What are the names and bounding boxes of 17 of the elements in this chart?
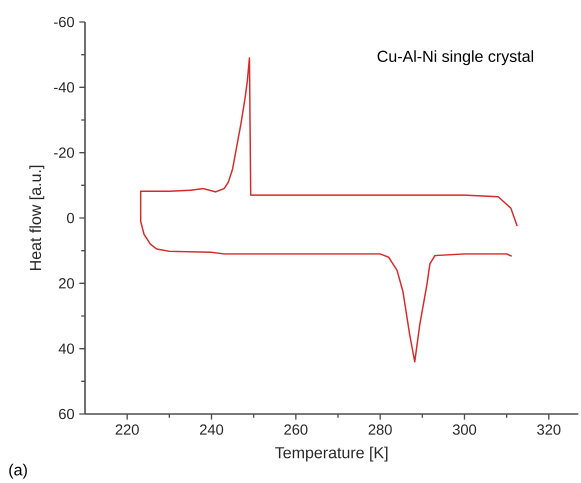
- x-tick-label: 300: [452, 424, 476, 435]
- y-tick-label: 20: [59, 278, 74, 288]
- x-tick-label: 260: [284, 424, 308, 435]
- x-tick-label: 280: [368, 424, 392, 435]
- y-tick-label: -20: [54, 147, 74, 158]
- y-tick-label: 0: [67, 212, 74, 224]
- y-axis-title: Heat flow [a.u.]: [29, 166, 44, 270]
- annotation: Cu-Al-Ni single crystal: [378, 50, 534, 66]
- text: (a): [9, 464, 27, 479]
- x-axis-title: Temperature [K]: [275, 446, 388, 462]
- x-tick-label: 240: [200, 424, 224, 435]
- y-tick-label: 60: [59, 408, 74, 420]
- x-tick-label: 320: [537, 424, 560, 435]
- y-tick-label: 40: [58, 343, 74, 354]
- y-tick-label: -40: [54, 82, 74, 92]
- y-tick-label: -60: [54, 16, 74, 28]
- x-tick-label: 220: [116, 424, 139, 435]
